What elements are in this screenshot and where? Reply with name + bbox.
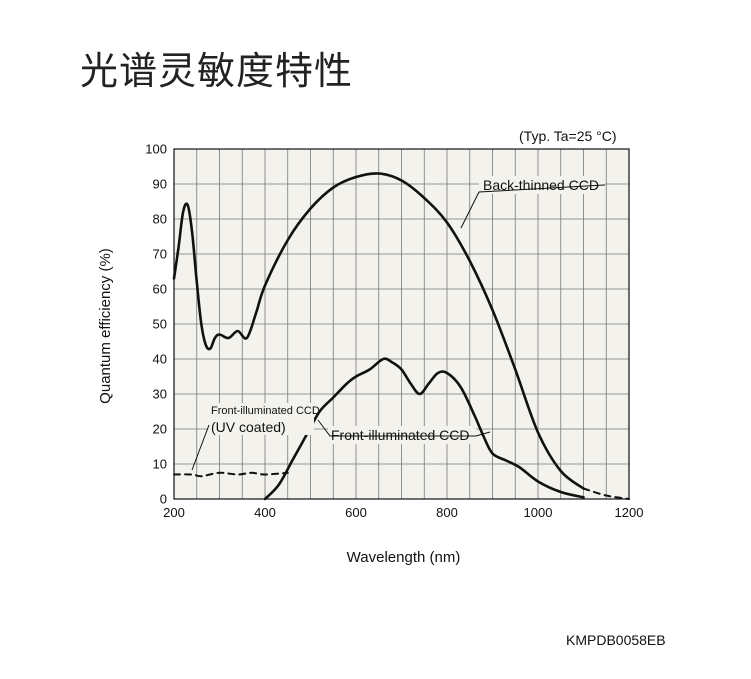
annotation-front-illuminated-ccd: Front-illuminated CCD — [331, 427, 469, 443]
y-tick-label: 100 — [145, 142, 167, 157]
chart-grid — [174, 149, 629, 499]
plot-frame — [173, 148, 630, 500]
annotation-leader-line — [317, 419, 491, 437]
x-tick-label: 1200 — [615, 505, 644, 520]
annotation-back-thinned-ccd: Back-thinned CCD — [483, 177, 599, 193]
y-tick-label: 20 — [153, 422, 167, 437]
series-line-front-illuminated-ccd-uv-coated-dashed — [173, 471, 289, 478]
x-tick-label: 600 — [345, 505, 367, 520]
series-line-front-illuminated-ccd — [263, 357, 585, 501]
chart-series — [172, 172, 630, 501]
y-tick-label: 90 — [153, 177, 167, 192]
x-tick-label: 800 — [436, 505, 458, 520]
annotation-uv-coated: (UV coated) — [211, 419, 286, 435]
y-tick-label: 40 — [153, 352, 167, 367]
annotation-background — [479, 176, 605, 194]
figure-code: KMPDB0058EB — [566, 632, 666, 648]
x-axis-label: Wavelength (nm) — [347, 549, 461, 566]
series-line-back-thinned-ccd — [172, 172, 585, 490]
annotation-leader-line — [191, 424, 210, 471]
y-tick-label: 10 — [153, 457, 167, 472]
y-tick-label: 50 — [153, 317, 167, 332]
y-axis-label: Quantum efficiency (%) — [97, 248, 114, 404]
y-tick-label: 0 — [160, 492, 167, 507]
annotation-background — [328, 426, 476, 444]
x-tick-label: 1000 — [524, 505, 553, 520]
y-tick-label: 80 — [153, 212, 167, 227]
annotation-leader-line — [460, 184, 605, 229]
axis-ticks: 200 400 600 800 1000 1200 0 10 20 30 40 50 60 70 80 90 1… — [145, 142, 643, 521]
page-title: 光谱灵敏度特性 — [80, 49, 354, 93]
y-tick-label: 30 — [153, 387, 167, 402]
series-line-back-thinned-ccd-dashed — [582, 487, 630, 500]
annotation-background — [208, 403, 314, 435]
x-tick-label: 200 — [163, 505, 185, 520]
y-tick-label: 70 — [153, 247, 167, 262]
y-tick-label: 60 — [153, 282, 167, 297]
x-tick-label: 400 — [254, 505, 276, 520]
chart-annotations: Back-thinned CCD Front-illuminated CCD Fro… — [191, 176, 605, 471]
measurement-condition: (Typ. Ta=25 °C) — [519, 128, 617, 144]
annotation-front-illuminated-ccd-uv: Front-illuminated CCD — [211, 405, 320, 417]
